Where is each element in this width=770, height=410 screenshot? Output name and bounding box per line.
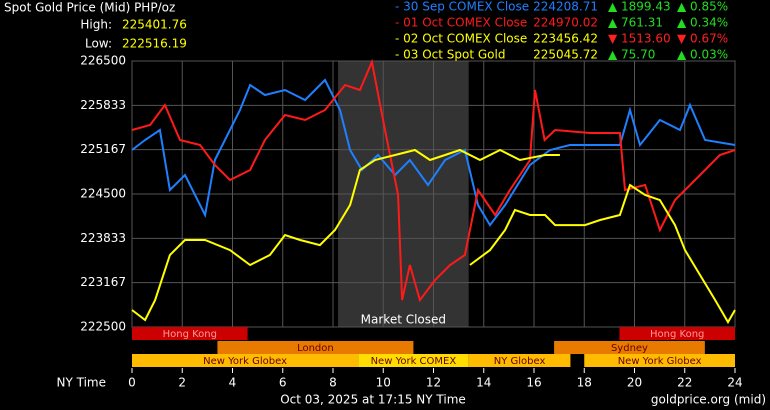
price-line bbox=[131, 58, 736, 303]
price-line bbox=[131, 148, 560, 322]
y-tick-label: 225833 bbox=[80, 98, 126, 112]
session-bar bbox=[468, 354, 571, 367]
x-axis-label: NY Time bbox=[57, 376, 107, 390]
legend-change: 761.31 bbox=[621, 16, 663, 30]
session-label: New York COMEX bbox=[371, 356, 457, 367]
legend-change-arrow: ▲ bbox=[608, 48, 618, 62]
x-tick-label: 18 bbox=[577, 376, 592, 390]
x-tick-label: 12 bbox=[426, 376, 441, 390]
high-label: High: bbox=[80, 18, 112, 32]
x-tick-label: 22 bbox=[677, 376, 692, 390]
footer-date: Oct 03, 2025 at 17:15 NY Time bbox=[280, 393, 466, 407]
legend-price: 223456.42 bbox=[533, 32, 598, 46]
legend-price: 224970.02 bbox=[533, 16, 598, 30]
legend-price: 224208.71 bbox=[533, 0, 598, 14]
x-tick-label: 14 bbox=[476, 376, 491, 390]
legend-change: 75.70 bbox=[621, 48, 655, 62]
price-line bbox=[131, 78, 736, 227]
legend-change: 1513.60 bbox=[621, 32, 671, 46]
session-label: New York Globex bbox=[203, 356, 287, 367]
x-tick-label: 8 bbox=[329, 376, 337, 390]
session-label: Hong Kong bbox=[650, 329, 704, 340]
session-bar bbox=[358, 354, 469, 367]
session-bar bbox=[132, 354, 359, 367]
legend-name: - 01 Oct COMEX Close bbox=[395, 16, 527, 30]
x-tick-label: 16 bbox=[526, 376, 541, 390]
x-tick-label: 0 bbox=[128, 376, 136, 390]
legend-name: - 02 Oct COMEX Close bbox=[395, 32, 527, 46]
legend-pct-arrow: ▲ bbox=[677, 0, 687, 14]
session-label: Sydney bbox=[611, 343, 648, 354]
session-bar bbox=[619, 327, 735, 340]
low-value: 222516.19 bbox=[122, 37, 187, 51]
session-bar bbox=[132, 327, 248, 340]
y-tick-label: 225167 bbox=[80, 142, 126, 156]
price-line bbox=[469, 183, 736, 325]
legend-change-arrow: ▲ bbox=[608, 0, 618, 14]
session-bar bbox=[217, 341, 414, 354]
session-bar bbox=[584, 354, 735, 367]
y-tick-label: 222500 bbox=[80, 320, 126, 334]
legend-pct: 0.03% bbox=[690, 48, 728, 62]
session-label: Hong Kong bbox=[163, 329, 217, 340]
legend-pct: 0.34% bbox=[690, 16, 728, 30]
legend-name: - 30 Sep COMEX Close bbox=[395, 0, 529, 14]
chart-title: Spot Gold Price (Mid) PHP/oz bbox=[4, 1, 175, 15]
y-tick-label: 223167 bbox=[80, 275, 126, 289]
session-label: New York Globex bbox=[618, 356, 702, 367]
legend-pct-arrow: ▼ bbox=[677, 32, 687, 46]
legend-name: - 03 Oct Spot Gold bbox=[395, 48, 505, 62]
low-label: Low: bbox=[85, 37, 112, 51]
legend-price: 225045.72 bbox=[533, 48, 598, 62]
x-tick-label: 2 bbox=[178, 376, 186, 390]
x-tick-label: 24 bbox=[727, 376, 742, 390]
x-tick-label: 10 bbox=[376, 376, 391, 390]
legend-pct-arrow: ▲ bbox=[677, 16, 687, 30]
legend-change: 1899.43 bbox=[621, 0, 671, 14]
y-tick-label: 223833 bbox=[80, 231, 126, 245]
session-bar bbox=[554, 341, 705, 354]
y-tick-label: 226500 bbox=[80, 54, 126, 68]
x-tick-label: 20 bbox=[627, 376, 642, 390]
high-value: 225401.76 bbox=[122, 18, 187, 32]
legend-pct: 0.67% bbox=[690, 32, 728, 46]
legend-pct-arrow: ▲ bbox=[677, 48, 687, 62]
x-tick-label: 4 bbox=[229, 376, 237, 390]
legend-change-arrow: ▲ bbox=[608, 16, 618, 30]
footer-source: goldprice.org (mid) bbox=[651, 393, 766, 407]
y-tick-label: 224500 bbox=[80, 187, 126, 201]
session-label: NY Globex bbox=[494, 356, 546, 367]
market-closed-label: Market Closed bbox=[361, 313, 446, 327]
x-tick-label: 6 bbox=[279, 376, 287, 390]
legend-change-arrow: ▼ bbox=[608, 32, 618, 46]
legend-pct: 0.85% bbox=[690, 0, 728, 14]
session-label: London bbox=[297, 343, 334, 354]
